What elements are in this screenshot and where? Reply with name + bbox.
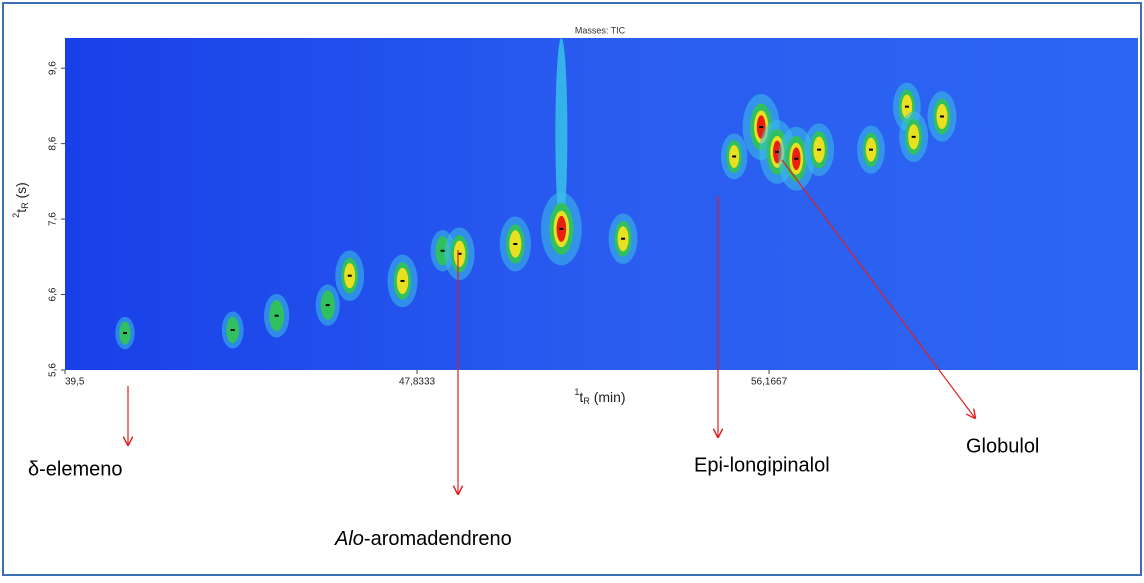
annotation-italic: Alo xyxy=(334,528,364,550)
peak xyxy=(609,214,638,264)
y-tick-label: 5,6 xyxy=(48,363,59,377)
y-tick-label: 8,6 xyxy=(48,136,59,150)
y-tick-label: 7,6 xyxy=(48,212,59,226)
peak xyxy=(316,284,340,325)
x-tick-label: 56,1667 xyxy=(751,377,788,388)
chart-title: Masses: TIC xyxy=(575,25,626,35)
x-label-rest: (min) xyxy=(590,389,626,405)
y-label-rest: (s) xyxy=(13,182,29,202)
peak xyxy=(445,227,475,280)
peak xyxy=(500,217,531,272)
y-tick-label: 9,6 xyxy=(48,61,59,75)
peak xyxy=(387,255,417,308)
peak xyxy=(857,126,885,174)
annotation: δ-elemeno xyxy=(28,458,123,480)
x-tick-label: 39,5 xyxy=(65,377,85,388)
peak xyxy=(928,91,957,141)
annotation: Alo-aromadendreno xyxy=(334,528,512,550)
y-axis-label: 2tR (s) xyxy=(11,182,30,218)
x-axis-label: 1tR (min) xyxy=(574,387,625,406)
annotation: Globulol xyxy=(966,435,1039,457)
peak xyxy=(335,250,364,300)
peak xyxy=(721,134,748,180)
peak xyxy=(804,123,834,176)
peak xyxy=(222,312,244,349)
y-tick-label: 6,6 xyxy=(48,287,59,301)
peak xyxy=(899,112,928,162)
annotation: Epi-longipinalol xyxy=(694,454,830,476)
annotation-rest: -aromadendreno xyxy=(364,528,512,550)
x-tick-label: 47,8333 xyxy=(399,377,436,388)
figure: Masses: TIC 1tR (min) 2tR (s) 39,5 47,833… xyxy=(0,0,1144,578)
peak xyxy=(115,317,134,349)
peak xyxy=(264,294,289,338)
